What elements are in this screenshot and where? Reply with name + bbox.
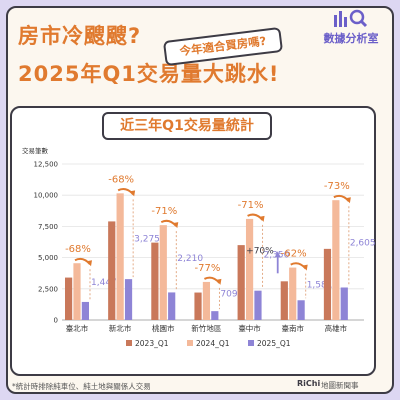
legend-label: 2024_Q1 <box>196 339 230 348</box>
data-label-2025: 1,581 <box>307 281 333 291</box>
drop-arrowhead <box>215 278 222 285</box>
bar-2025-q1 <box>124 279 133 320</box>
bar-2024-q1 <box>116 193 124 320</box>
drop-arrowhead <box>86 260 92 267</box>
bar-2024-q1 <box>289 267 297 320</box>
change-label: -71% <box>238 200 264 211</box>
x-tick-label: 新竹地區 <box>191 323 221 333</box>
chart-title: 近三年Q1交易量統計 <box>102 112 272 140</box>
y-tick-label: 0 <box>54 317 58 325</box>
bar-2024-q1 <box>332 200 340 320</box>
y-tick-label: 5,000 <box>38 254 58 262</box>
chart-panel <box>10 106 376 376</box>
change-label: -73% <box>324 181 350 192</box>
bar-2023-q1 <box>323 248 332 320</box>
credit-logo: RiChi <box>297 379 321 388</box>
drop-arrowhead <box>259 215 265 222</box>
bar-2025-q1 <box>211 311 219 320</box>
bar-2024-q1 <box>245 218 254 320</box>
change-label: -68% <box>65 244 91 255</box>
credit-text: 地圖新聞事 <box>321 381 359 390</box>
bar-2025-q1 <box>81 301 89 320</box>
bar-2023-q1 <box>108 221 116 320</box>
x-tick-label: 新北市 <box>109 323 132 333</box>
y-tick-label: 7,500 <box>38 223 58 231</box>
data-label-2025: 1,447 <box>91 278 117 288</box>
bar-2025-q1 <box>297 300 305 320</box>
bar-2023-q1 <box>151 242 159 320</box>
legend-swatch <box>126 340 132 346</box>
bar-2023-q1 <box>65 277 73 320</box>
change-label: -68% <box>108 174 134 185</box>
legend-swatch <box>187 340 193 346</box>
drop-arrowhead <box>172 222 179 229</box>
y-tick-label: 12,500 <box>34 161 59 169</box>
data-label-2025: 2,605 <box>350 239 376 249</box>
bar-2024-q1 <box>73 263 81 320</box>
x-tick-label: 臺南市 <box>281 323 304 333</box>
bar-2024-q1 <box>202 281 211 320</box>
bar-2025-q1 <box>254 290 262 320</box>
bar-2024-q1 <box>159 225 167 320</box>
bar-chart-magnifier-icon <box>334 9 368 28</box>
drop-arrowhead <box>345 197 351 204</box>
change-label: -77% <box>195 263 221 274</box>
x-tick-label: 桃園市 <box>152 323 175 333</box>
bar-2025-q1 <box>168 292 176 320</box>
headline-line2: 2025年Q1交易量大跳水! <box>18 62 280 86</box>
brand-name: 數據分析室 <box>323 32 379 45</box>
y-axis-label: 交易筆數 <box>22 146 49 155</box>
data-label-2025: 3,275 <box>134 234 160 244</box>
legend-label: 2023_Q1 <box>135 339 169 348</box>
data-label-2025: 709 <box>220 289 237 299</box>
footnote: *統計時排除純車位、純土地與關係人交易 <box>12 382 151 391</box>
x-tick-label: 臺北市 <box>66 323 89 333</box>
legend-label: 2025_Q1 <box>257 339 291 348</box>
bar-2023-q1 <box>194 292 202 320</box>
x-tick-label: 臺中市 <box>238 323 261 333</box>
y-tick-label: 2,500 <box>38 285 58 293</box>
x-tick-label: 高雄市 <box>325 323 348 333</box>
legend-swatch <box>248 340 254 346</box>
increase-label: +70% <box>246 246 274 256</box>
change-label: -62% <box>281 249 307 260</box>
drop-arrowhead <box>302 264 308 271</box>
headline-line1: 房市冷颼颼? <box>18 24 142 48</box>
bar-2023-q1 <box>280 281 288 320</box>
drop-arrowhead <box>129 190 136 197</box>
data-label-2025: 2,210 <box>177 254 203 264</box>
change-label: -71% <box>151 206 177 217</box>
increase-arrowhead <box>274 251 281 258</box>
y-tick-label: 10,000 <box>34 192 59 200</box>
bar-2023-q1 <box>237 245 245 320</box>
bar-2025-q1 <box>340 287 348 320</box>
